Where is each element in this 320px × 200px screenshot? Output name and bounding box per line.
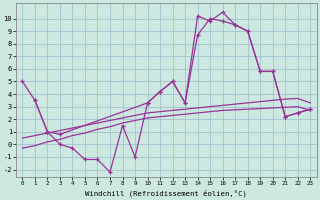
X-axis label: Windchill (Refroidissement éolien,°C): Windchill (Refroidissement éolien,°C) [85, 189, 247, 197]
